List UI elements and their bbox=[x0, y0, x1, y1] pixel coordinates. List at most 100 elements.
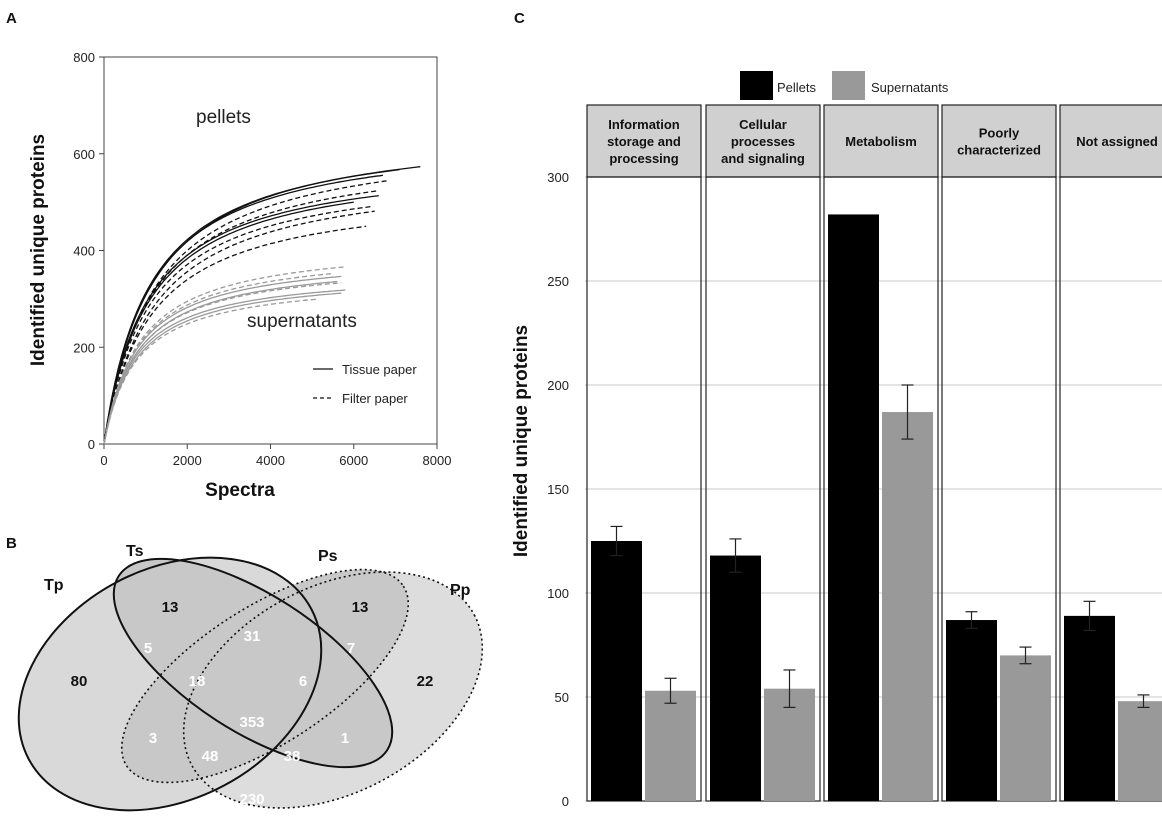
supernatants-curve bbox=[103, 292, 342, 445]
facet-label: processing bbox=[609, 151, 678, 166]
y-tick-label: 200 bbox=[547, 378, 569, 393]
facet-panel: Cellular processes and signaling bbox=[705, 104, 821, 802]
facet-header bbox=[941, 104, 1057, 178]
legend-swatch-supernatants bbox=[832, 71, 865, 100]
y-tick-label: 0 bbox=[562, 794, 569, 809]
venn-count: 5 bbox=[144, 640, 152, 657]
panel-label-b: B bbox=[6, 535, 17, 552]
y-tick-label: 0 bbox=[88, 437, 95, 452]
category-bar-chart: Pellets Supernatants 050100150200250300 … bbox=[511, 71, 1162, 809]
legend-swatch-pellets bbox=[740, 71, 773, 100]
x-tick-label: 6000 bbox=[339, 453, 368, 468]
axis-ticks: 0 2000 4000 6000 8000 0 200 400 600 800 bbox=[73, 50, 451, 468]
supernatants-curve bbox=[103, 298, 317, 445]
x-tick-label: 4000 bbox=[256, 453, 285, 468]
pellets-curve bbox=[103, 205, 371, 445]
facet-label: Metabolism bbox=[845, 134, 917, 149]
venn-count: 18 bbox=[189, 673, 206, 690]
supernatants-bar bbox=[1000, 655, 1051, 801]
chart-a-legend: Tissue paper Filter paper bbox=[313, 362, 417, 406]
panel-label-a: A bbox=[6, 10, 17, 27]
pellets-curve bbox=[103, 189, 379, 445]
pellets-curve bbox=[103, 180, 388, 445]
facet-frame bbox=[941, 176, 1057, 802]
facet-label: storage and bbox=[607, 134, 681, 149]
venn-count: 3 bbox=[149, 730, 157, 747]
facet-label: Not assigned bbox=[1076, 134, 1158, 149]
venn-count: 80 bbox=[71, 673, 88, 690]
facet-frame bbox=[823, 176, 939, 802]
supernatants-bar bbox=[645, 690, 696, 801]
venn-count: 48 bbox=[202, 748, 219, 765]
venn-count: 353 bbox=[239, 714, 264, 731]
x-tick-label: 2000 bbox=[173, 453, 202, 468]
supernatants-curve bbox=[103, 266, 346, 445]
y-axis-title: Identified unique proteins bbox=[28, 134, 49, 366]
y-tick-label: 100 bbox=[547, 586, 569, 601]
venn-count: 22 bbox=[417, 673, 434, 690]
pellets-bar bbox=[1064, 615, 1115, 801]
y-tick-label: 250 bbox=[547, 274, 569, 289]
rarefaction-chart: 0 2000 4000 6000 8000 0 200 400 600 800 pellets s… bbox=[28, 50, 451, 501]
legend-tissue-paper: Tissue paper bbox=[342, 362, 417, 377]
venn-label-pp: Pp bbox=[450, 582, 471, 599]
facet-label: processes bbox=[731, 134, 795, 149]
pellets-bar bbox=[828, 214, 879, 801]
facet-panel: Poorly characterized bbox=[941, 104, 1057, 802]
facet-header bbox=[705, 104, 821, 178]
venn-set-ps bbox=[120, 568, 410, 784]
supernatants-curve bbox=[103, 275, 342, 445]
pellets-curve bbox=[103, 225, 367, 445]
supernatants-curve bbox=[103, 282, 342, 445]
facet-label: Poorly bbox=[979, 126, 1020, 141]
supernatants-curve bbox=[103, 289, 346, 445]
facet-panel: Not assigned bbox=[1059, 104, 1162, 802]
venn-diagram: Tp Ts Ps Pp 80 13 13 22 5 31 7 18 6 3 35… bbox=[17, 543, 484, 812]
venn-count: 7 bbox=[347, 640, 355, 657]
venn-fill-ps bbox=[121, 569, 409, 783]
facet-frame bbox=[705, 176, 821, 802]
venn-count: 31 bbox=[244, 628, 261, 645]
pellets-bar bbox=[946, 620, 997, 801]
supernatants-label: supernatants bbox=[247, 311, 357, 332]
facet-label: Cellular bbox=[739, 117, 787, 132]
supernatants-bar bbox=[882, 412, 933, 801]
facet-panel: Information storage and processing bbox=[586, 104, 702, 802]
venn-count: 230 bbox=[239, 791, 264, 808]
y-tick-label: 200 bbox=[73, 340, 95, 355]
facet-panels: Information storage and processing Cellular… bbox=[586, 104, 1162, 802]
venn-count: 13 bbox=[352, 599, 369, 616]
y-tick-label: 400 bbox=[73, 244, 95, 259]
y-tick-label: 150 bbox=[547, 482, 569, 497]
venn-label-ts: Ts bbox=[126, 543, 144, 560]
venn-set-ts bbox=[112, 557, 394, 769]
chart-c-legend: Pellets Supernatants bbox=[740, 71, 949, 100]
y-tick-label: 800 bbox=[73, 50, 95, 65]
x-axis-title: Spectra bbox=[205, 480, 275, 501]
venn-count: 38 bbox=[284, 748, 301, 765]
facet-header bbox=[1059, 104, 1162, 178]
venn-label-ps: Ps bbox=[318, 548, 338, 565]
x-tick-label: 0 bbox=[100, 453, 107, 468]
facet-frame bbox=[1059, 176, 1162, 802]
venn-label-tp: Tp bbox=[44, 577, 64, 594]
pellets-curve bbox=[103, 210, 375, 445]
panel-label-c: C bbox=[514, 10, 525, 27]
facet-frame bbox=[586, 176, 702, 802]
plot-frame bbox=[103, 56, 438, 445]
legend-label-supernatants: Supernatants bbox=[871, 80, 949, 95]
facet-label: Information bbox=[608, 117, 680, 132]
venn-count: 13 bbox=[162, 599, 179, 616]
pellets-bar bbox=[710, 555, 761, 801]
y-tick-label: 50 bbox=[555, 690, 569, 705]
venn-count: 6 bbox=[299, 673, 307, 690]
pellets-label: pellets bbox=[196, 107, 251, 128]
y-axis-title: Identified unique proteins bbox=[511, 325, 532, 557]
supernatants-curve bbox=[103, 272, 333, 445]
facet-label: characterized bbox=[957, 143, 1041, 158]
legend-filter-paper: Filter paper bbox=[342, 391, 408, 406]
pellets-bar bbox=[591, 541, 642, 801]
venn-set-pp bbox=[182, 571, 484, 809]
legend-label-pellets: Pellets bbox=[777, 80, 817, 95]
